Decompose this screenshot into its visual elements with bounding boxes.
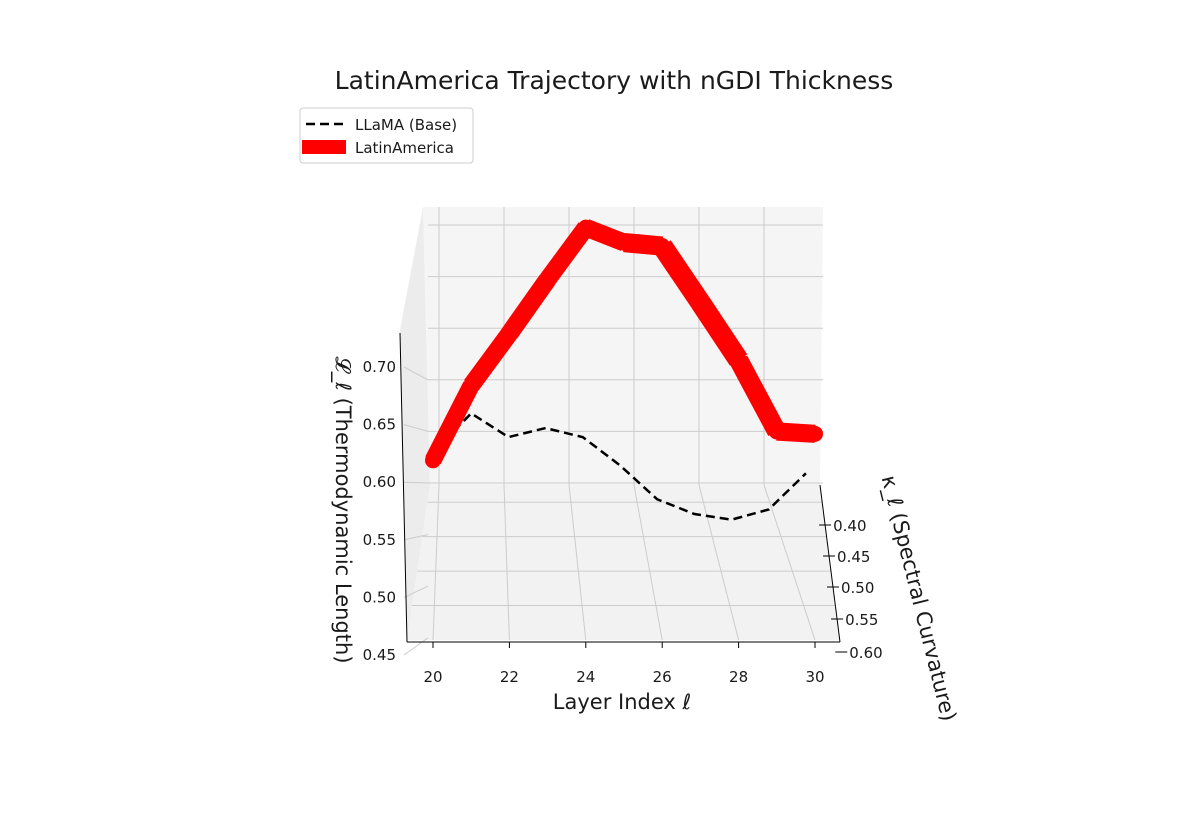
x-axis-label: Layer Index ℓ xyxy=(553,690,691,714)
grid-line xyxy=(403,534,429,541)
y-axis: 0.40 0.45 0.50 0.55 0.60 κ_ℓ (Spectral Curva… xyxy=(819,473,961,724)
chart-title: LatinAmerica Trajectory with nGDI Thickn… xyxy=(335,66,894,95)
series-segment-latinamerica xyxy=(691,296,748,366)
y-tick-label: 0.45 xyxy=(837,548,870,566)
series-segment-latinamerica xyxy=(540,222,593,285)
series-point-latinamerica xyxy=(616,234,632,251)
series-segment-latinamerica xyxy=(501,274,556,339)
grid-line xyxy=(432,484,440,641)
x-tick-label: 20 xyxy=(423,668,442,686)
y-tick-label: 0.55 xyxy=(845,611,878,629)
y-axis-label: κ_ℓ (Spectral Curvature) xyxy=(876,473,961,724)
grid xyxy=(403,207,836,656)
series-point-latinamerica xyxy=(501,325,518,342)
y-axis-line xyxy=(819,484,841,643)
grid-line xyxy=(403,366,429,381)
z-tick-label: 0.65 xyxy=(363,416,396,434)
grid-line xyxy=(503,484,510,641)
grid-line xyxy=(403,481,429,484)
x-tick-label: 22 xyxy=(500,668,519,686)
series-point-latinamerica xyxy=(539,271,556,288)
grid-line xyxy=(403,637,429,656)
legend: LLaMA (Base) LatinAmerica xyxy=(299,107,474,164)
left-pane xyxy=(400,207,430,640)
series-segment-latinamerica xyxy=(730,355,786,437)
z-tick-label: 0.50 xyxy=(363,588,396,606)
z-tick-label: 0.60 xyxy=(363,473,396,491)
y-tick-label: 0.60 xyxy=(849,644,882,662)
floor-pane xyxy=(407,485,840,640)
z-axis-label: 𝓛_ℓ (Thermodynamic Length) xyxy=(330,356,355,663)
series-point-latinamerica xyxy=(692,294,709,311)
series-point-latinamerica xyxy=(730,352,747,369)
grid-line xyxy=(568,484,587,641)
x-tick-label: 26 xyxy=(653,668,672,686)
legend-label-base: LLaMA (Base) xyxy=(355,116,457,134)
series-segment-latinamerica xyxy=(464,328,517,391)
grid-line xyxy=(403,585,429,598)
legend-label-latinamerica: LatinAmerica xyxy=(355,139,454,157)
grid-line xyxy=(763,484,816,641)
grid-line xyxy=(633,484,663,641)
series-point-latinamerica xyxy=(425,452,441,469)
series-segment-latinamerica xyxy=(425,381,479,465)
x-tick-label: 28 xyxy=(729,668,748,686)
z-tick-label: 0.70 xyxy=(363,358,396,376)
z-axis: 0.45 0.50 0.55 0.60 0.65 0.70 𝓛_ℓ (Thermodyna… xyxy=(330,332,408,664)
grid-line xyxy=(698,484,740,641)
x-tick-label: 30 xyxy=(805,668,824,686)
y-tick-label: 0.40 xyxy=(833,517,866,535)
z-tick-label: 0.45 xyxy=(363,646,396,664)
y-tick-label: 0.50 xyxy=(841,579,874,597)
series-point-latinamerica xyxy=(577,219,594,236)
x-tick-label: 24 xyxy=(576,668,595,686)
series-point-latinamerica xyxy=(654,238,671,255)
series-point-latinamerica xyxy=(463,377,480,394)
series-layer xyxy=(425,219,823,521)
series-point-latinamerica xyxy=(768,423,785,440)
grid-line xyxy=(403,424,429,432)
z-axis-line xyxy=(399,332,408,643)
z-tick-label: 0.55 xyxy=(363,531,396,549)
series-point-latinamerica xyxy=(807,425,823,442)
x-axis: 20 22 24 26 28 30 Layer Index ℓ xyxy=(407,641,840,714)
series-segment-latinamerica xyxy=(653,240,709,309)
